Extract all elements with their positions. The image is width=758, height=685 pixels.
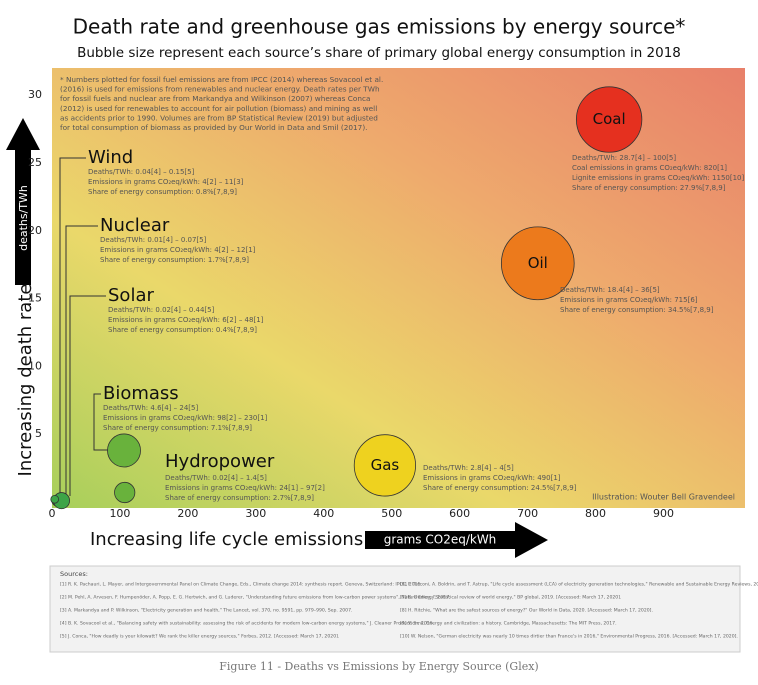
source-item: [7] B. Dudley, "Statistical review of wo… bbox=[400, 595, 621, 601]
x-tick-label: 300 bbox=[245, 507, 266, 520]
detail-line: Deaths/TWh: 0.04[4] – 0.15[5] bbox=[88, 168, 195, 176]
source-item: [5] J. Conca, "How deadly is your kilowa… bbox=[60, 634, 339, 640]
detail-line: Deaths/TWh: 28.7[4] – 100[5] bbox=[572, 154, 676, 162]
detail-line: Deaths/TWh: 4.6[4] – 24[5] bbox=[103, 404, 198, 412]
detail-line: Emissions in grams CO₂eq/kWh: 715[6] bbox=[560, 296, 698, 304]
detail-line: Share of energy consumption: 0.8%[7,8,9] bbox=[88, 188, 237, 196]
credit: Illustration: Wouter Bell Gravendeel bbox=[592, 493, 735, 502]
x-tick-label: 100 bbox=[109, 507, 130, 520]
detail-line: Share of energy consumption: 27.9%[7,8,9… bbox=[572, 184, 726, 192]
detail-line: Emissions in grams CO₂eq/kWh: 24[1] – 97… bbox=[165, 484, 325, 492]
source-item: [8] H. Ritchie, "What are the safest sou… bbox=[400, 608, 653, 614]
y-tick-label: 20 bbox=[28, 224, 42, 237]
y-tick-label: 5 bbox=[35, 427, 42, 440]
chart-title: Death rate and greenhouse gas emissions … bbox=[73, 15, 686, 39]
detail-line: Emissions in grams CO₂eq/kWh: 6[2] – 48[… bbox=[108, 316, 264, 324]
y-arrow bbox=[6, 118, 40, 285]
source-item: [2] M. Pehl, A. Arvesen, F. Humpenöder, … bbox=[60, 595, 450, 601]
detail-line: Share of energy consumption: 0.4%[7,8,9] bbox=[108, 326, 257, 334]
detail-line: Deaths/TWh: 0.02[4] – 0.44[5] bbox=[108, 306, 215, 314]
detail-line: Share of energy consumption: 24.5%[7,8,9… bbox=[423, 484, 577, 492]
detail-line: Coal emissions in grams CO₂eq/kWh: 820[1… bbox=[572, 164, 727, 172]
x-tick-label: 500 bbox=[381, 507, 402, 520]
x-tick-label: 200 bbox=[177, 507, 198, 520]
y-tick-label: 25 bbox=[28, 156, 42, 169]
x-tick-label: 400 bbox=[313, 507, 334, 520]
detail-line: Emissions in grams CO₂eq/kWh: 490[1] bbox=[423, 474, 561, 482]
x-tick-label: 800 bbox=[585, 507, 606, 520]
detail-line: Deaths/TWh: 0.01[4] – 0.07[5] bbox=[100, 236, 207, 244]
note-line: (2016) is used for emissions from renewa… bbox=[60, 85, 380, 94]
detail-line: Lignite emissions in grams CO₂eq/kWh: 11… bbox=[572, 174, 745, 182]
y-unit: deaths/TWh bbox=[17, 185, 30, 251]
bubble-label: Wind bbox=[88, 147, 133, 168]
detail-line: Share of energy consumption: 2.7%[7,8,9] bbox=[165, 494, 314, 502]
bubble-label: Hydropower bbox=[165, 451, 275, 472]
detail-line: Emissions in grams CO₂eq/kWh: 4[2] – 11[… bbox=[88, 178, 244, 186]
y-tick-label: 15 bbox=[28, 292, 42, 305]
leader-line bbox=[59, 157, 86, 496]
detail-line: Deaths/TWh: 0.02[4] – 1.4[5] bbox=[165, 474, 267, 482]
bubble bbox=[114, 481, 136, 504]
leader-line bbox=[69, 295, 106, 496]
caption: Figure 11 - Deaths vs Emissions by Energ… bbox=[219, 660, 538, 673]
bubble bbox=[107, 433, 141, 468]
bubble bbox=[353, 434, 417, 497]
note-line: * Numbers plotted for fossil fuel emissi… bbox=[60, 75, 383, 84]
chart-subtitle: Bubble size represent each source’s shar… bbox=[77, 45, 681, 61]
x-tick-label: 700 bbox=[517, 507, 538, 520]
sources-panel bbox=[49, 565, 741, 653]
detail-line: Emissions in grams CO₂eq/kWh: 4[2] – 12[… bbox=[100, 246, 256, 254]
bubble-label: Solar bbox=[108, 285, 154, 306]
detail-line: Deaths/TWh: 2.8[4] – 4[5] bbox=[423, 464, 514, 472]
source-item: [1] R. K. Pachauri, L. Mayer, and Interg… bbox=[60, 582, 422, 588]
x-axis-label: Increasing life cycle emissions bbox=[90, 529, 363, 550]
source-item: [3] A. Markandya and P. Wilkinson, "Elec… bbox=[60, 608, 353, 614]
x-tick-label: 900 bbox=[653, 507, 674, 520]
y-axis-label: Increasing death rate bbox=[15, 284, 36, 477]
detail-line: Share of energy consumption: 7.1%[7,8,9] bbox=[103, 424, 252, 432]
leader-line bbox=[65, 225, 98, 496]
x-tick-label: 0 bbox=[49, 507, 56, 520]
bubble-label: Oil bbox=[528, 254, 548, 272]
x-arrow bbox=[365, 522, 548, 558]
source-item: [10] W. Nelson, "German electricity was … bbox=[400, 634, 738, 640]
note-line: for total consumption of biomass as prov… bbox=[60, 123, 368, 132]
note-line: (2012) is used for renewables to account… bbox=[60, 104, 377, 113]
bubble-label: Gas bbox=[371, 456, 400, 474]
note-line: as accidents prior to 1990. Volumes are … bbox=[60, 113, 378, 122]
bubble bbox=[50, 494, 60, 504]
source-item: [9] V. Smil, Energy and civilization: a … bbox=[400, 621, 617, 627]
bubble-label: Coal bbox=[593, 110, 626, 128]
source-item: [6] F. Turconi, A. Boldrin, and T. Astru… bbox=[400, 582, 758, 588]
bubble bbox=[500, 226, 575, 301]
note-line: for fossil fuels and nuclear are from Ma… bbox=[60, 94, 370, 103]
x-unit: grams CO2eq/kWh bbox=[384, 533, 497, 547]
y-tick-label: 10 bbox=[28, 359, 42, 372]
source-item: [4] B. K. Sovacool et al., "Balancing sa… bbox=[60, 621, 434, 627]
detail-line: Share of energy consumption: 34.5%[7,8,9… bbox=[560, 306, 714, 314]
bubble-label: Nuclear bbox=[100, 215, 170, 236]
leader-line bbox=[93, 393, 110, 451]
x-tick-label: 600 bbox=[449, 507, 470, 520]
detail-line: Deaths/TWh: 18.4[4] – 36[5] bbox=[560, 286, 660, 294]
y-tick-label: 30 bbox=[28, 88, 42, 101]
sources-title: Sources: bbox=[60, 570, 88, 578]
bubble-label: Biomass bbox=[103, 383, 179, 404]
bubble bbox=[575, 86, 643, 153]
detail-line: Share of energy consumption: 1.7%[7,8,9] bbox=[100, 256, 249, 264]
detail-line: Emissions in grams CO₂eq/kWh: 98[2] – 23… bbox=[103, 414, 268, 422]
